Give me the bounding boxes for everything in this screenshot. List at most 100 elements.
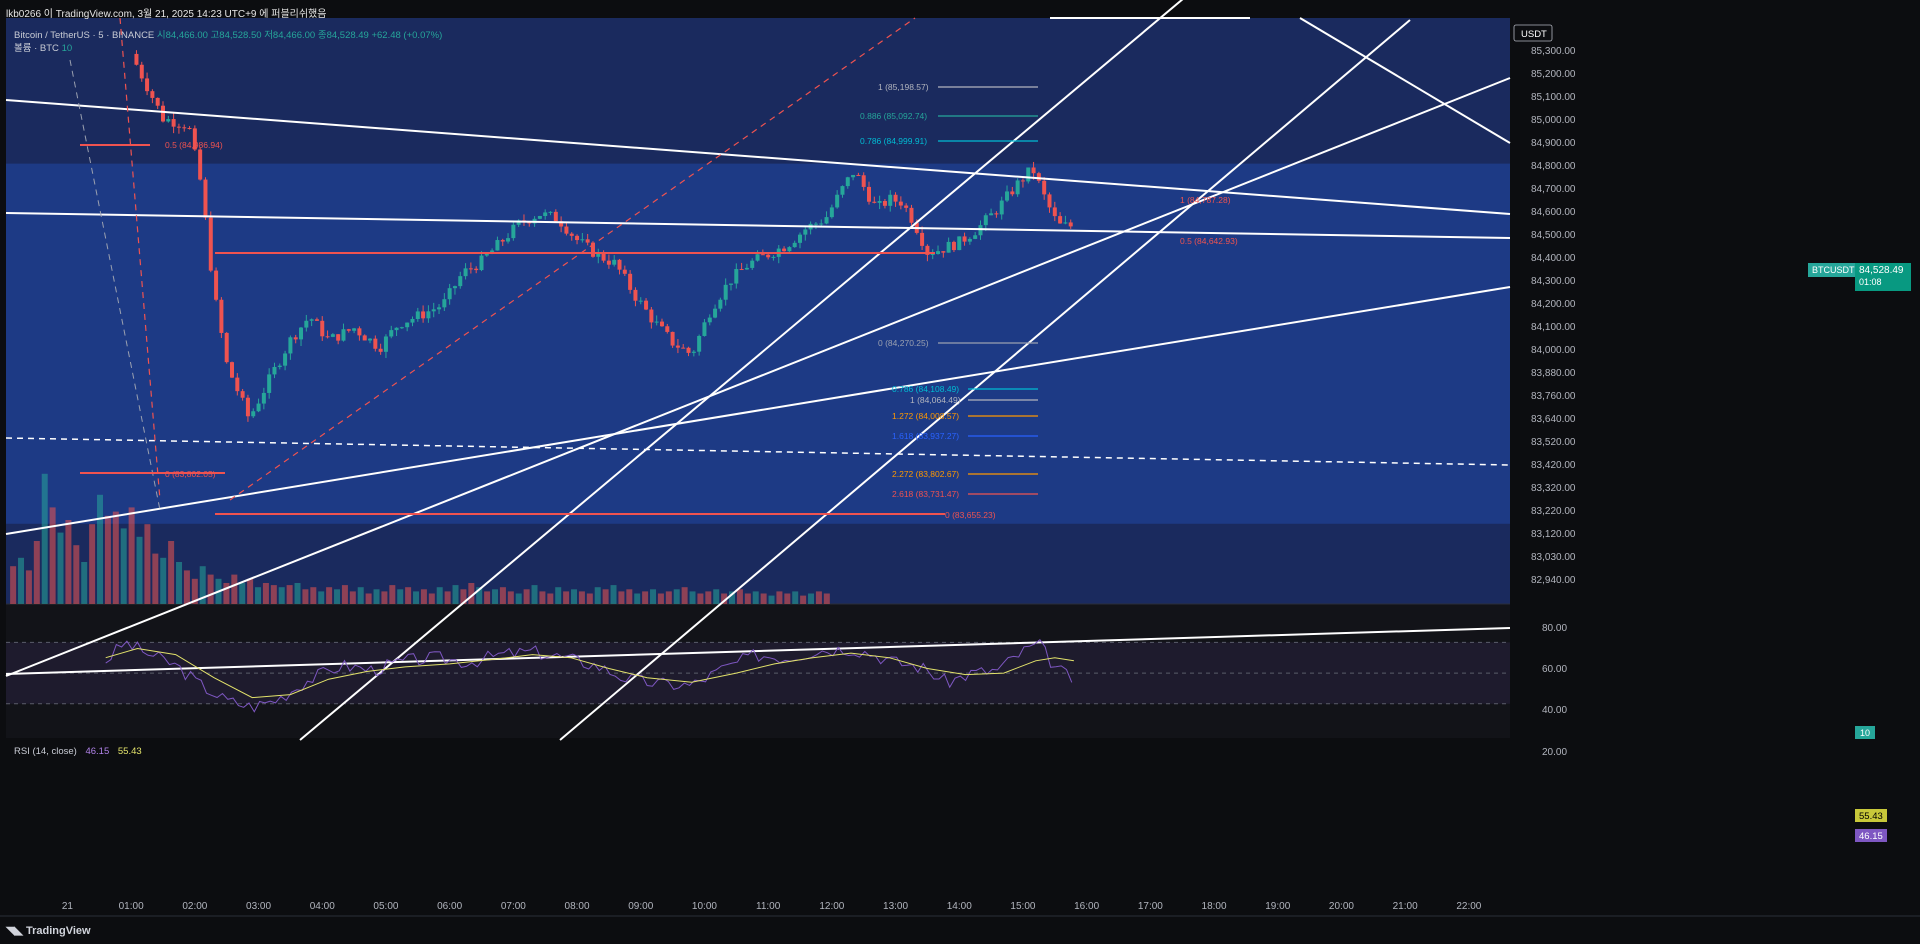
volume-bar <box>586 593 593 604</box>
candle-body <box>293 337 298 340</box>
candle-body <box>543 212 548 217</box>
candle-body <box>463 268 468 277</box>
candle-body <box>192 128 197 150</box>
candle-body <box>888 194 893 206</box>
volume-bar <box>768 595 775 604</box>
candle-body <box>548 211 553 213</box>
candle-body <box>288 337 293 354</box>
candle-body <box>925 245 930 255</box>
volume-badge-label: 10 <box>1860 728 1870 738</box>
fib-label: 1 (84,064.49) <box>910 395 961 405</box>
volume-bar <box>33 541 40 604</box>
trend-line <box>1299 17 1511 144</box>
candle-body <box>479 255 484 271</box>
volume-bar <box>318 591 325 604</box>
candle-body <box>145 78 150 92</box>
volume-label: 볼륨 · BTC <box>14 43 59 54</box>
price-tick-label: 85,100.00 <box>1531 92 1576 103</box>
time-tick-label: 20:00 <box>1329 901 1354 912</box>
volume-bar <box>302 589 309 604</box>
highlight-band <box>6 163 1510 524</box>
volume-bar <box>420 589 427 604</box>
candle-body <box>325 336 330 338</box>
candle-body <box>495 240 500 251</box>
candle-body <box>1010 191 1015 195</box>
volume-bar <box>176 562 183 604</box>
volume-bar <box>239 583 246 604</box>
candle-body <box>330 334 335 337</box>
candle-body <box>314 319 319 321</box>
dashed-level-line <box>5 437 1511 466</box>
time-tick-label: 21:00 <box>1393 901 1418 912</box>
symbol-badge <box>1808 263 1856 277</box>
tradingview-logo[interactable]: ◥◣ TradingView <box>6 924 91 937</box>
candle-body <box>431 309 436 312</box>
candle-body <box>989 213 994 216</box>
volume-bar <box>626 589 633 604</box>
candle-body <box>755 254 760 261</box>
candle-body <box>601 252 606 261</box>
candle-body <box>983 215 988 226</box>
price-badge <box>1855 263 1911 291</box>
rsi-ma-value-legend: 55.43 <box>117 746 142 757</box>
rsi-tick-label: 40.00 <box>1542 705 1567 716</box>
volume-bar <box>191 578 198 604</box>
candle-body <box>951 241 956 251</box>
volume-bar <box>460 589 467 604</box>
candle-body <box>760 254 765 256</box>
volume-bar <box>381 591 388 604</box>
price-tick-label: 83,320.00 <box>1531 483 1576 494</box>
currency-badge <box>1513 24 1553 42</box>
volume-bar <box>294 583 301 604</box>
candle-body <box>500 240 505 242</box>
currency-label: USDT <box>1521 29 1547 40</box>
candle-body <box>718 299 723 309</box>
time-tick-label: 17:00 <box>1138 901 1163 912</box>
candle-body <box>845 177 850 187</box>
volume-bar <box>199 566 206 604</box>
volume-bar <box>697 593 704 604</box>
candle-body <box>851 174 856 178</box>
candle-body <box>394 327 399 331</box>
time-tick-label: 12:00 <box>819 901 844 912</box>
ohlc-values: 시84,466.00 고84,528.50 저84,466.00 종84,528… <box>156 30 443 41</box>
volume-bar <box>673 589 680 604</box>
price-tick-label: 84,900.00 <box>1531 138 1576 149</box>
candle-body <box>1036 173 1041 181</box>
trendlines <box>5 0 1511 741</box>
candle-body <box>272 366 277 375</box>
volume-badge <box>1855 726 1875 739</box>
candle-body <box>697 335 702 352</box>
time-tick-label: 16:00 <box>1074 901 1099 912</box>
rsi-tick-label: 80.00 <box>1542 623 1567 634</box>
price-badge-timer: 01:08 <box>1859 277 1882 287</box>
volume-bar <box>618 591 625 604</box>
price-tick-label: 84,800.00 <box>1531 161 1576 172</box>
candle-body <box>150 91 155 98</box>
price-tick-label: 82,940.00 <box>1531 575 1576 586</box>
time-tick-label: 04:00 <box>310 901 335 912</box>
candle-body <box>1015 180 1020 195</box>
rsi-pane-background <box>6 604 1510 738</box>
candle-body <box>872 201 877 203</box>
price-tick-label: 83,640.00 <box>1531 414 1576 425</box>
candle-body <box>782 248 787 252</box>
volume-bar <box>365 593 372 604</box>
candle-body <box>553 211 558 222</box>
fib-label: 1 (84,787.28) <box>1180 195 1231 205</box>
publish-title: lkb0266 이 TradingView.com, 3월 21, 2025 1… <box>6 9 327 20</box>
trend-line <box>299 0 1184 741</box>
candle-body <box>230 362 235 378</box>
fib-label: 0 (83,655.23) <box>945 510 996 520</box>
volume-bar <box>721 593 728 604</box>
volume-bar <box>334 589 341 604</box>
rsi-ma-badge-value: 55.43 <box>1859 811 1883 822</box>
volume-bar <box>515 593 522 604</box>
candle-body <box>516 220 521 225</box>
fib-label: 2.618 (83,731.47) <box>892 489 959 499</box>
candle-body <box>1063 222 1068 224</box>
candle-body <box>219 299 224 333</box>
volume-bar <box>120 528 127 604</box>
time-tick-label: 06:00 <box>437 901 462 912</box>
